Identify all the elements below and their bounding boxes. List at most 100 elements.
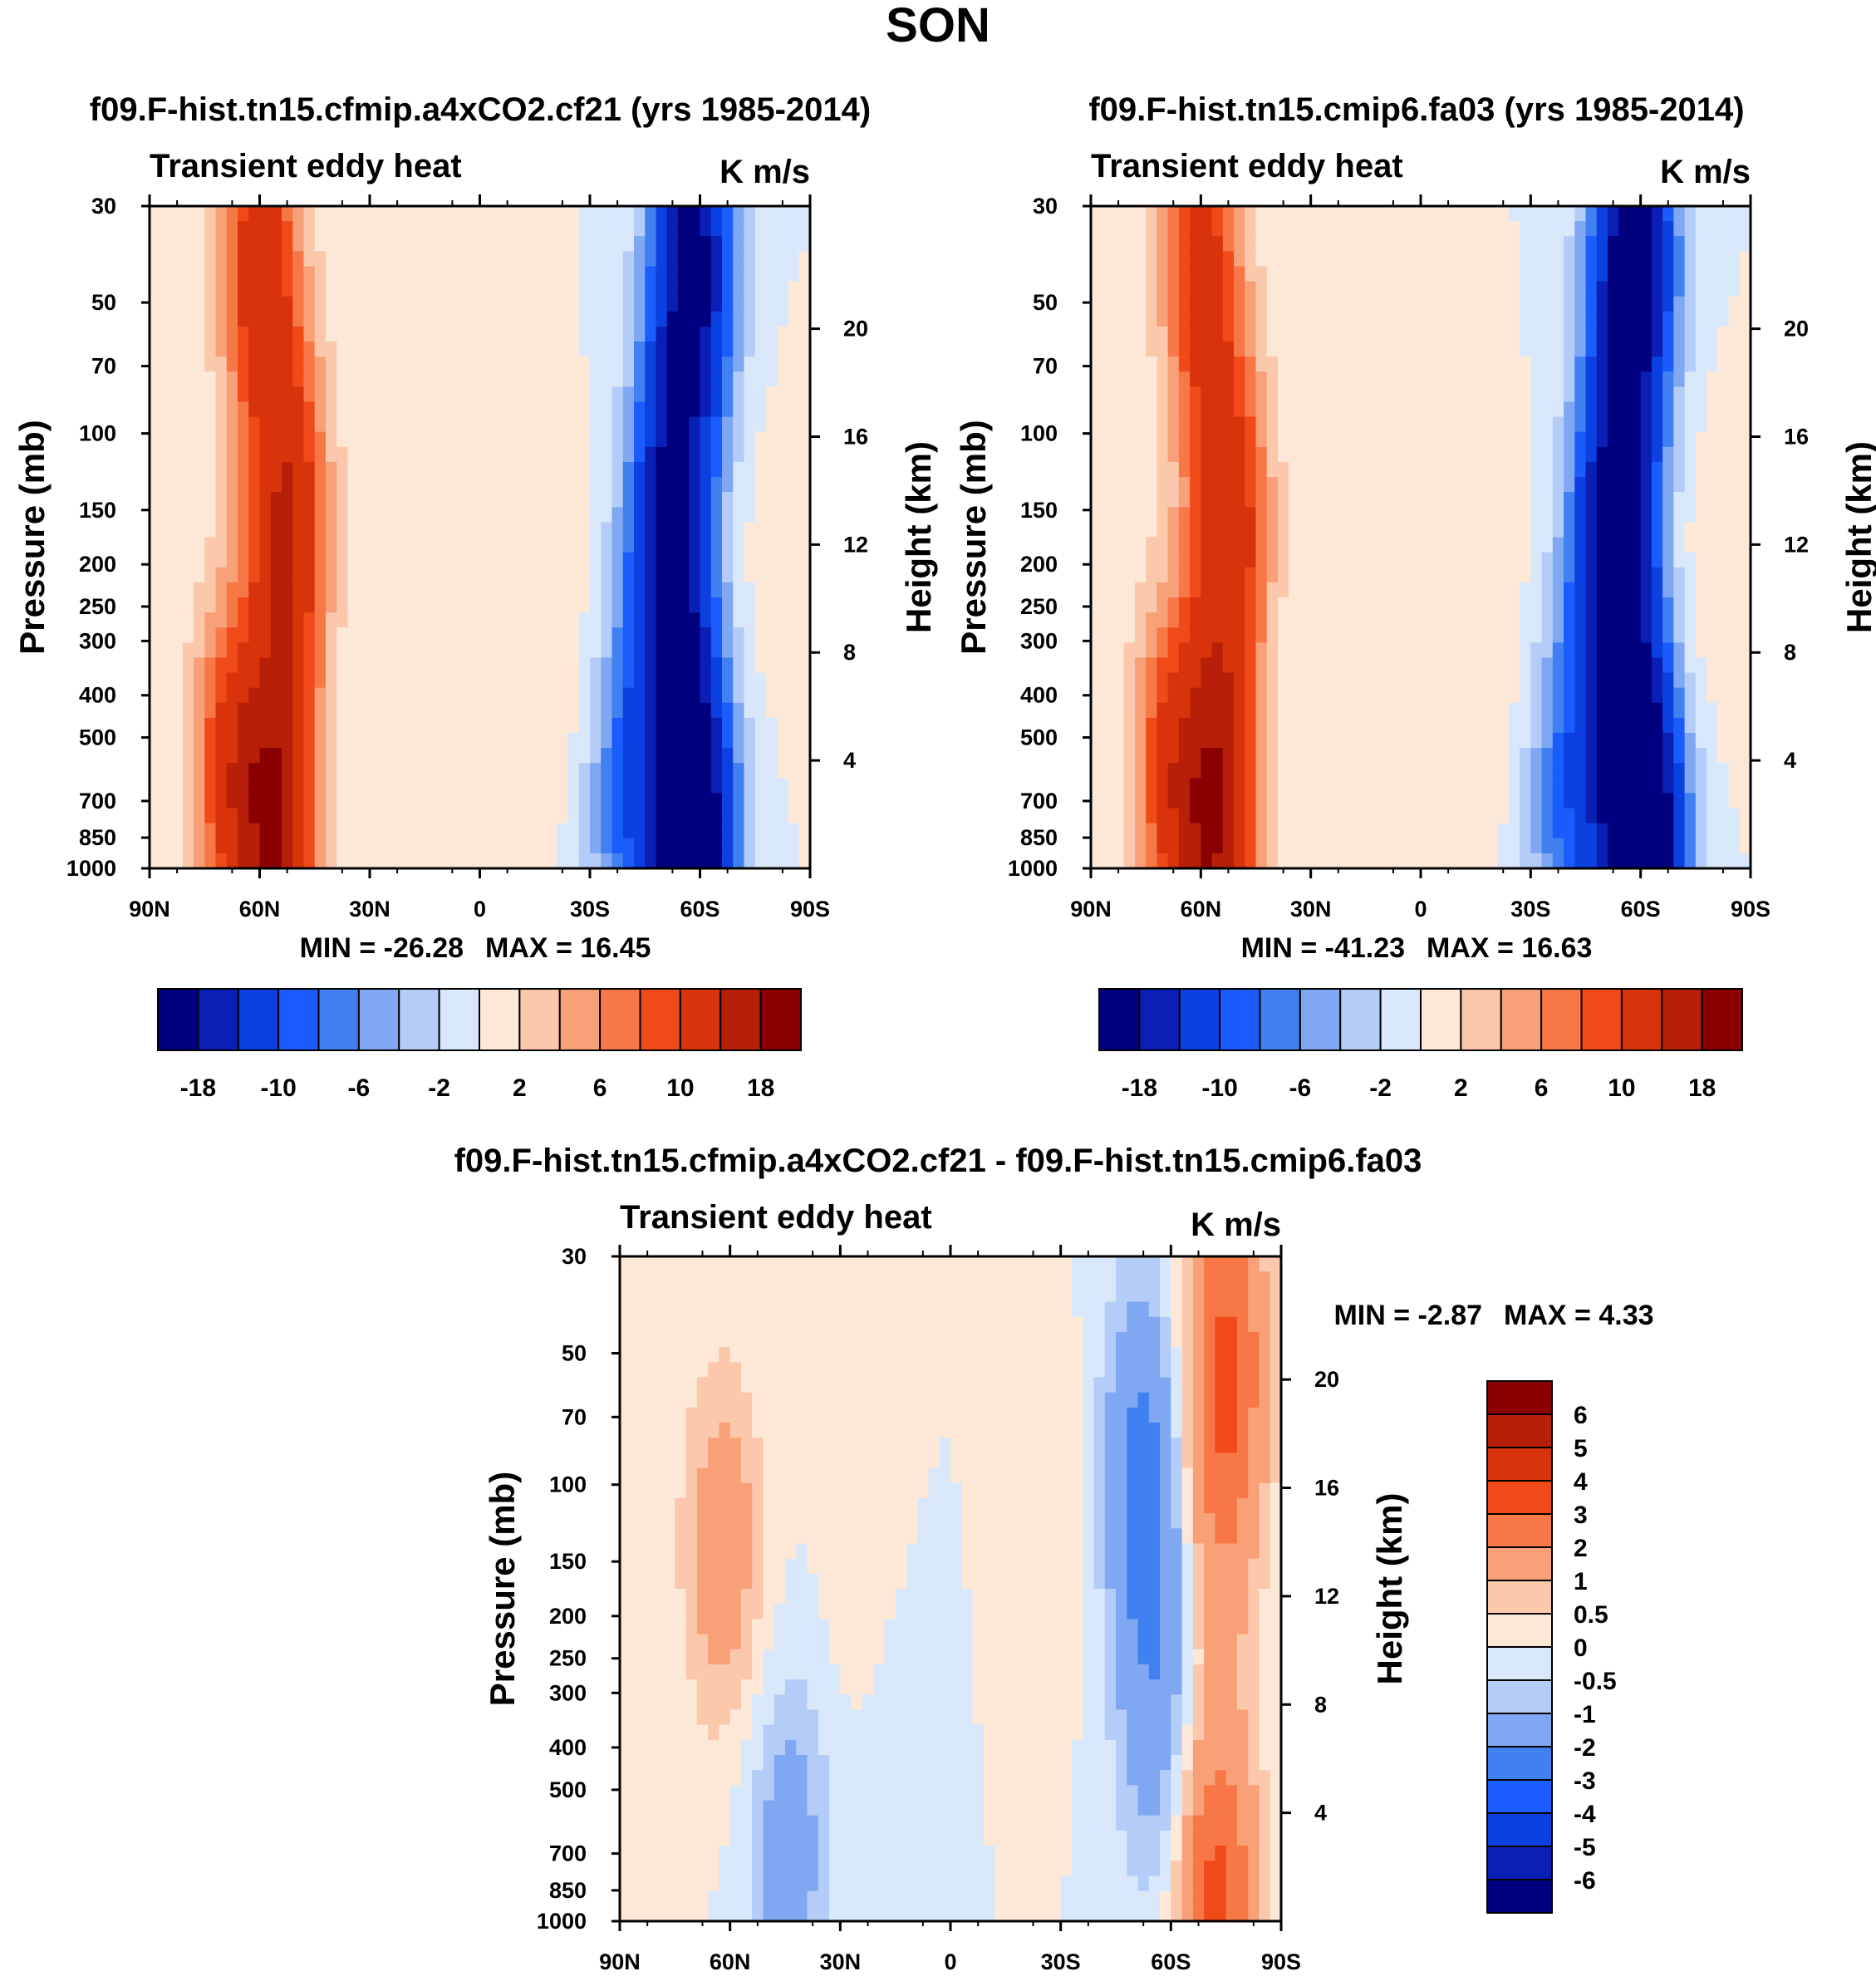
contour-cell — [215, 597, 228, 613]
contour-cell — [490, 507, 503, 523]
contour-cell — [1520, 311, 1531, 327]
contour-cell — [1398, 702, 1411, 719]
contour-cell — [634, 657, 646, 674]
contour-cell — [513, 342, 525, 357]
contour-cell — [402, 356, 415, 372]
contour-cell — [744, 266, 756, 283]
contour-cell — [370, 717, 381, 734]
contour-cell — [238, 477, 249, 493]
contour-cell — [1629, 642, 1642, 659]
contour-cell — [1222, 221, 1235, 237]
contour-cell — [1486, 236, 1499, 252]
contour-cell — [1520, 717, 1531, 734]
contour-cell — [1146, 492, 1157, 508]
contour-cell — [1453, 266, 1466, 283]
contour-cell — [1421, 236, 1432, 252]
contour-cell — [766, 371, 778, 387]
contour-cell — [754, 702, 767, 719]
contour-cell — [1157, 492, 1169, 508]
contour-cell — [766, 657, 778, 674]
contour-cell — [634, 326, 646, 342]
contour-cell — [502, 266, 513, 283]
contour-cell — [634, 416, 646, 433]
contour-cell — [1739, 431, 1751, 448]
contour-cell — [1552, 702, 1564, 719]
contour-cell — [1541, 342, 1554, 357]
contour-cell — [1310, 477, 1323, 493]
contour-cell — [1134, 717, 1147, 734]
contour-cell — [1508, 657, 1520, 674]
contour-cell — [490, 311, 503, 327]
contour-cell — [469, 326, 481, 342]
contour-cell — [754, 296, 767, 312]
contour-cell — [1255, 221, 1268, 237]
contour-cell — [700, 356, 712, 372]
contour-cell — [1442, 642, 1455, 659]
contour-cell — [722, 537, 734, 553]
contour-cell — [666, 612, 679, 628]
contour-cell — [458, 808, 469, 824]
contour-cell — [1552, 281, 1564, 297]
contour-cell — [1552, 342, 1564, 357]
contour-cell — [1333, 281, 1344, 297]
contour-cell — [689, 431, 701, 448]
contour-cell — [1530, 281, 1543, 297]
contour-cell — [435, 401, 448, 418]
contour-cell — [601, 311, 613, 327]
contour-cell — [1123, 642, 1136, 659]
contour-cell — [469, 552, 481, 568]
contour-cell — [226, 537, 238, 553]
contour-cell — [314, 371, 327, 387]
contour-cell — [1520, 672, 1531, 689]
contour-cell — [1585, 492, 1598, 508]
contour-cell — [1651, 612, 1663, 628]
contour-cell — [1387, 431, 1400, 448]
contour-cell — [578, 522, 591, 538]
contour-cell — [1299, 732, 1312, 749]
contour-cell — [469, 702, 481, 719]
contour-cell — [160, 793, 173, 809]
contour-cell — [248, 326, 261, 342]
contour-cell — [1607, 461, 1619, 478]
contour-cell — [160, 401, 173, 418]
contour-cell — [1541, 326, 1554, 342]
contour-cell — [523, 371, 536, 387]
contour-cell — [182, 687, 194, 704]
contour-cell — [722, 522, 734, 538]
contour-cell — [1277, 687, 1289, 704]
contour-cell — [777, 326, 789, 342]
contour-cell — [1432, 342, 1444, 357]
contour-cell — [391, 717, 404, 734]
contour-cell — [469, 627, 481, 643]
contour-cell — [700, 221, 712, 237]
contour-cell — [754, 371, 767, 387]
contour-cell — [1343, 236, 1356, 252]
contour-cell — [1707, 326, 1718, 342]
contour-cell — [1662, 431, 1674, 448]
contour-cell — [1695, 342, 1707, 357]
contour-cell — [1234, 461, 1245, 478]
contour-cell — [700, 522, 712, 538]
contour-cell — [1091, 281, 1103, 297]
contour-cell — [611, 342, 624, 357]
contour-cell — [490, 537, 503, 553]
contour-cell — [1333, 326, 1344, 342]
contour-cell — [1520, 221, 1531, 237]
contour-cell — [1574, 597, 1587, 613]
contour-cell — [1365, 416, 1378, 433]
contour-cell — [1464, 522, 1476, 538]
contour-cell — [381, 838, 393, 854]
contour-cell — [1486, 371, 1499, 387]
contour-cell — [160, 371, 173, 387]
contour-cell — [710, 838, 723, 854]
contour-cell — [381, 522, 393, 538]
contour-cell — [1245, 281, 1257, 297]
contour-cell — [1310, 612, 1323, 628]
contour-cell — [446, 206, 459, 222]
contour-cell — [171, 221, 184, 237]
contour-cell — [1707, 281, 1718, 297]
contour-cell — [567, 537, 580, 553]
contour-cell — [578, 401, 591, 418]
contour-cell — [1102, 431, 1114, 448]
contour-cell — [611, 838, 624, 854]
